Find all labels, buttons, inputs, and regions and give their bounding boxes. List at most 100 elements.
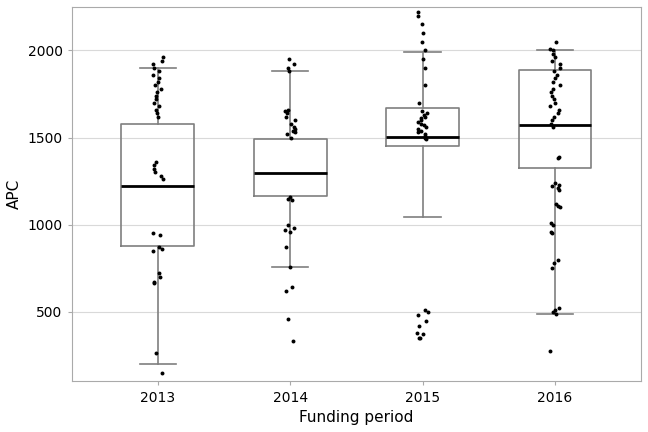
Point: [548, 124, 558, 130]
Point: [148, 248, 158, 254]
Point: [281, 244, 292, 251]
Point: [149, 165, 159, 172]
Point: [149, 279, 159, 286]
Point: [155, 273, 165, 280]
Point: [420, 64, 430, 71]
Point: [157, 54, 168, 61]
Point: [149, 99, 159, 106]
Point: [154, 68, 164, 75]
Point: [546, 219, 557, 226]
Point: [419, 111, 429, 118]
Point: [151, 349, 161, 356]
Point: [153, 113, 163, 120]
Point: [283, 56, 294, 63]
Point: [152, 110, 162, 117]
Point: [421, 307, 431, 314]
Point: [157, 369, 168, 376]
Point: [149, 280, 159, 286]
Point: [155, 232, 165, 238]
Point: [546, 89, 556, 96]
Point: [283, 64, 293, 71]
Point: [550, 179, 561, 186]
Point: [550, 307, 561, 314]
Point: [420, 132, 430, 139]
Point: [154, 75, 164, 82]
Point: [550, 99, 561, 106]
Point: [151, 92, 161, 99]
Point: [280, 226, 290, 233]
Point: [149, 162, 159, 169]
Point: [283, 221, 293, 228]
Point: [290, 117, 300, 124]
Point: [149, 82, 159, 89]
Point: [418, 331, 428, 338]
Point: [553, 184, 563, 191]
Point: [415, 117, 426, 124]
Point: [282, 110, 292, 117]
Point: [284, 68, 294, 75]
Point: [549, 260, 559, 267]
Point: [149, 64, 159, 71]
Point: [150, 159, 161, 165]
Point: [555, 64, 565, 71]
Point: [414, 334, 424, 341]
Point: [550, 75, 561, 82]
Point: [289, 124, 299, 130]
Point: [545, 45, 555, 52]
Point: [421, 110, 432, 117]
Point: [548, 68, 559, 75]
Point: [148, 71, 158, 78]
Point: [413, 9, 424, 16]
Point: [554, 204, 564, 211]
Point: [546, 120, 556, 127]
Y-axis label: APC: APC: [7, 179, 22, 210]
Point: [283, 195, 294, 202]
Point: [548, 47, 558, 54]
Point: [413, 125, 424, 132]
Point: [547, 117, 557, 124]
Point: [156, 172, 167, 179]
Point: [285, 194, 295, 200]
Point: [548, 78, 559, 85]
Point: [418, 56, 428, 63]
Point: [413, 129, 423, 136]
Point: [412, 12, 422, 19]
Point: [553, 106, 564, 113]
Point: [554, 186, 564, 193]
Point: [553, 202, 563, 209]
Point: [288, 127, 298, 134]
Point: [154, 270, 164, 277]
Point: [419, 134, 430, 141]
Point: [156, 86, 166, 92]
Point: [421, 130, 431, 137]
Point: [554, 305, 564, 312]
Point: [286, 134, 296, 141]
Point: [413, 118, 423, 125]
Point: [415, 334, 426, 341]
Point: [545, 347, 555, 354]
Point: [417, 108, 428, 115]
Point: [150, 106, 161, 113]
Point: [551, 200, 562, 207]
Point: [412, 329, 422, 336]
Point: [286, 120, 296, 127]
Point: [281, 113, 291, 120]
Point: [417, 30, 428, 37]
Point: [288, 61, 299, 68]
Point: [548, 86, 559, 92]
Point: [547, 230, 557, 237]
Point: [548, 221, 558, 228]
Point: [552, 71, 562, 78]
Point: [413, 322, 424, 329]
Point: [290, 129, 300, 136]
Point: [549, 96, 559, 103]
Point: [551, 310, 562, 317]
Point: [548, 308, 558, 315]
Point: [548, 51, 558, 57]
Point: [420, 113, 430, 120]
Point: [550, 54, 560, 61]
Point: [544, 103, 555, 110]
Point: [547, 57, 557, 64]
Point: [417, 21, 427, 28]
Point: [554, 181, 564, 188]
